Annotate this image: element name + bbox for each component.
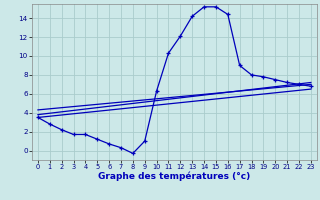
X-axis label: Graphe des températures (°c): Graphe des températures (°c) (98, 172, 251, 181)
